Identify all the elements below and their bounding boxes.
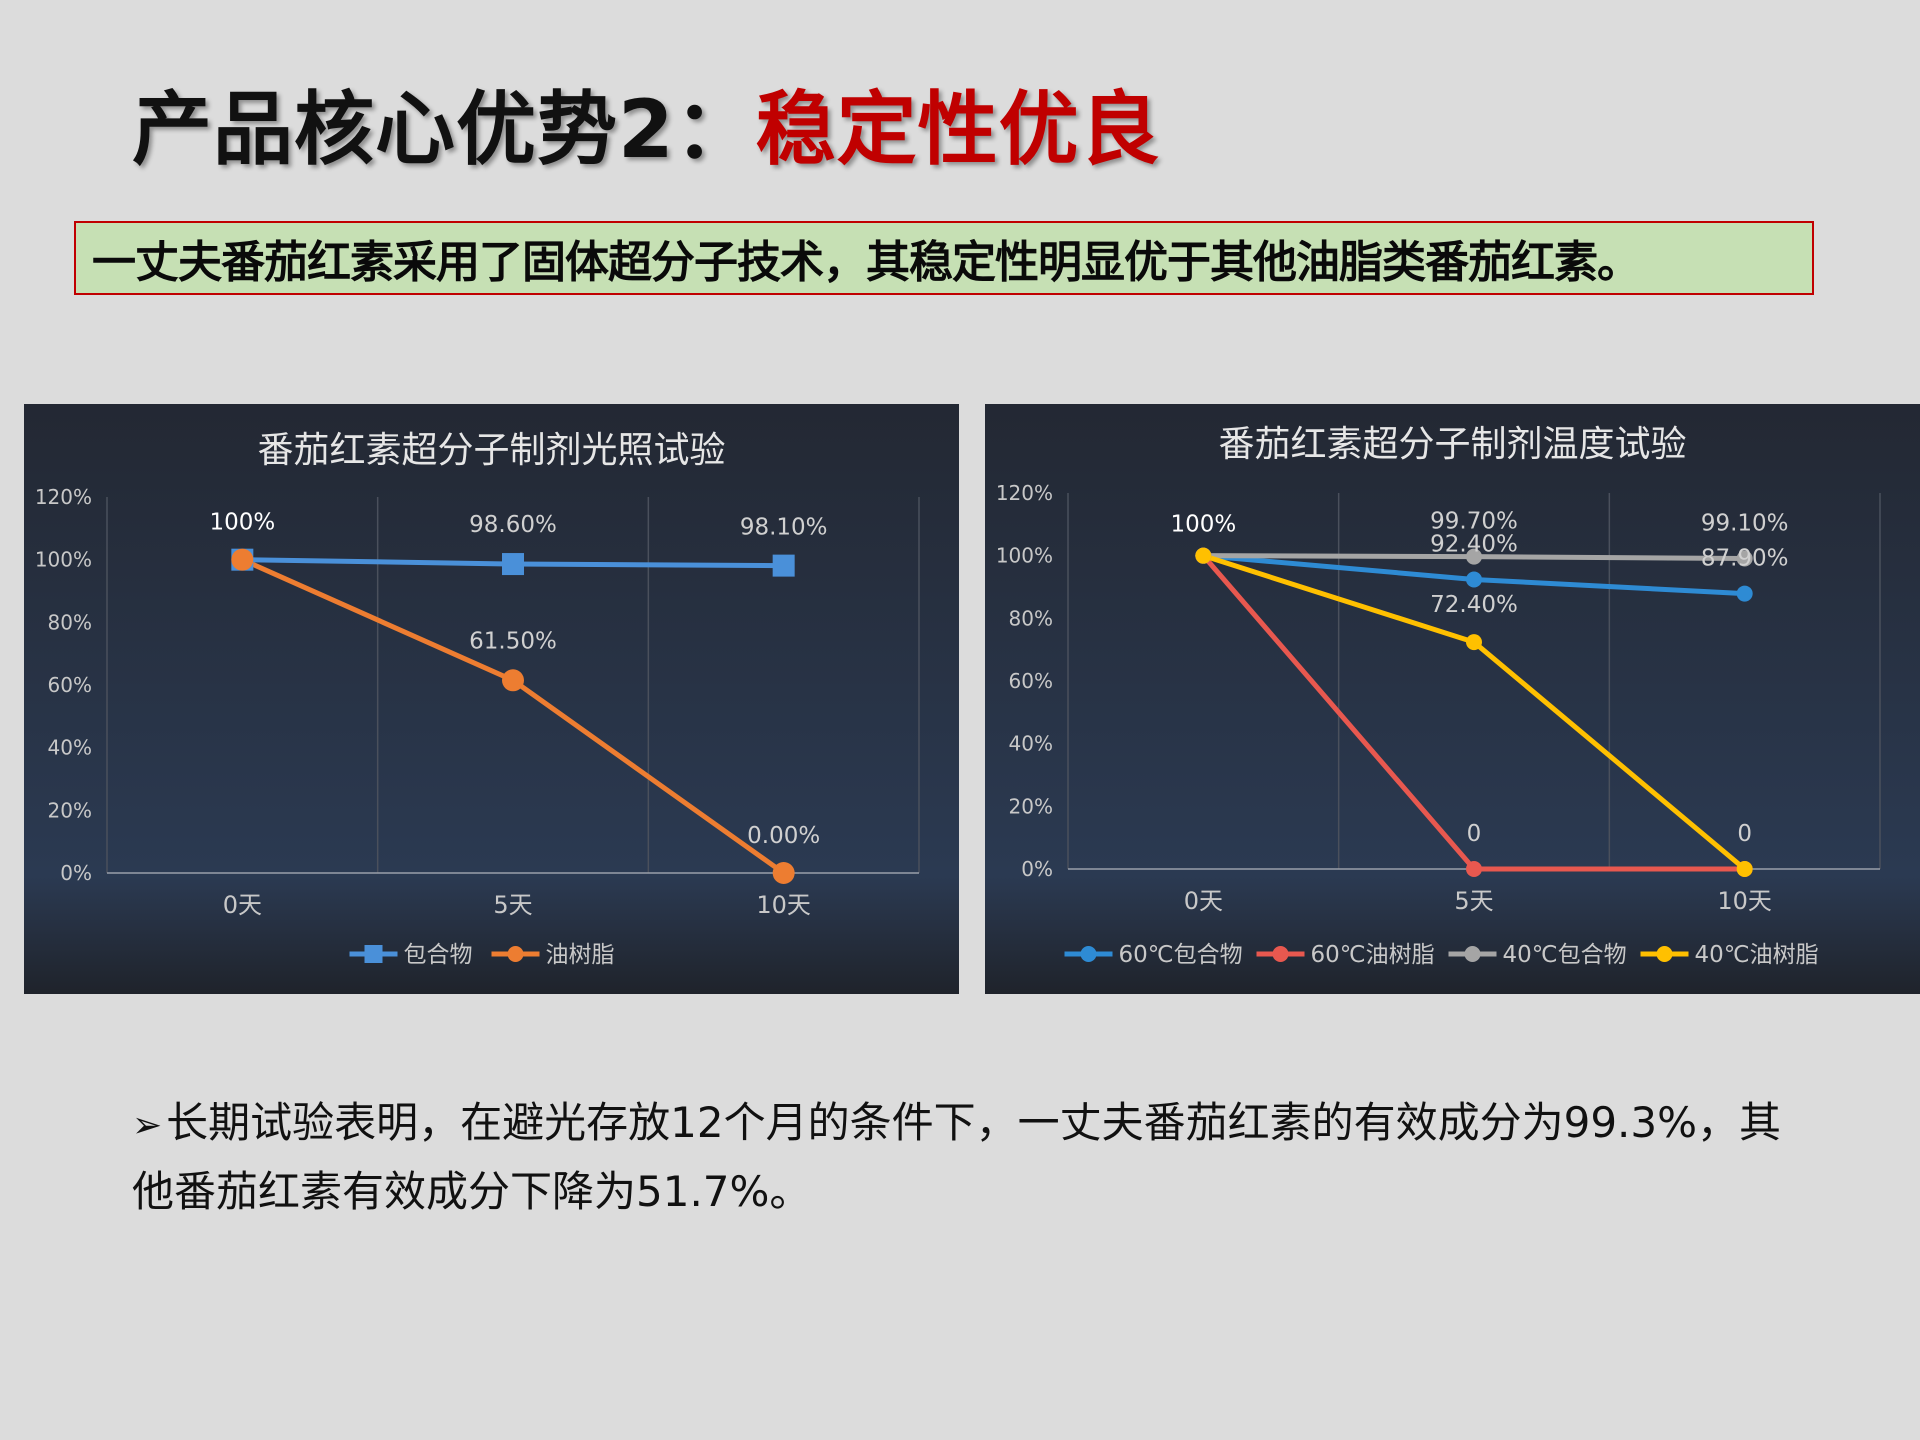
bullet-paragraph: ➢长期试验表明，在避光存放12个月的条件下，一丈夫番茄红素的有效成分为99.3%… bbox=[132, 1090, 1812, 1225]
legend-label: 包合物 bbox=[404, 942, 473, 968]
temperature-test-chart: 番茄红素超分子制剂温度试验 0% 20% 40% 60% 80% 100% 120% 0天 5天 1… bbox=[985, 404, 1920, 994]
chart-svg: 番茄红素超分子制剂光照试验 0% 20% 40% 60% 80% 100% 120% 0天 5天 1… bbox=[24, 404, 959, 994]
data-point bbox=[502, 553, 524, 576]
light-test-chart: 番茄红素超分子制剂光照试验 0% 20% 40% 60% 80% 100% 120% 0天 5天 1… bbox=[24, 404, 959, 994]
bullet-arrow-icon: ➢ bbox=[132, 1105, 163, 1146]
y-tick-label: 20% bbox=[1009, 794, 1053, 818]
chart-background bbox=[24, 404, 959, 994]
chart-legend: 60℃包合物 60℃油树脂 40℃包合物 40℃油树脂 bbox=[1064, 942, 1819, 968]
chart-background bbox=[985, 404, 1920, 994]
data-label: 72.40% bbox=[1430, 592, 1518, 618]
x-tick-label: 5天 bbox=[1454, 887, 1493, 915]
data-label: 100% bbox=[1170, 512, 1236, 538]
legend-label: 40℃油树脂 bbox=[1695, 942, 1819, 968]
y-tick-label: 0% bbox=[1021, 857, 1053, 881]
data-label: 98.60% bbox=[469, 512, 557, 538]
legend-marker bbox=[507, 946, 524, 962]
chart-legend: 包合物 油树脂 bbox=[349, 942, 615, 968]
data-point bbox=[502, 669, 524, 692]
y-tick-label: 20% bbox=[48, 798, 92, 822]
title-prefix: 产品核心优势2： bbox=[132, 83, 756, 176]
data-label: 0 bbox=[1467, 821, 1482, 847]
data-point bbox=[1736, 861, 1753, 877]
legend-label: 油树脂 bbox=[546, 942, 615, 968]
data-point bbox=[1736, 585, 1753, 602]
legend-marker bbox=[1272, 946, 1289, 962]
legend-label: 60℃油树脂 bbox=[1311, 942, 1435, 968]
chart-title: 番茄红素超分子制剂温度试验 bbox=[1218, 424, 1686, 465]
data-point bbox=[1466, 634, 1482, 651]
y-tick-label: 100% bbox=[35, 548, 92, 572]
data-point bbox=[1466, 571, 1482, 588]
x-tick-label: 10天 bbox=[1717, 887, 1772, 915]
data-label: 61.50% bbox=[469, 628, 557, 654]
chart-svg: 番茄红素超分子制剂温度试验 0% 20% 40% 60% 80% 100% 120% 0天 5天 1… bbox=[985, 404, 1920, 994]
data-point bbox=[1466, 548, 1482, 565]
y-tick-label: 60% bbox=[48, 673, 92, 697]
x-tick-label: 5天 bbox=[493, 891, 532, 919]
data-point bbox=[1736, 550, 1753, 567]
legend-marker bbox=[364, 945, 383, 963]
legend-marker bbox=[1464, 946, 1481, 962]
y-tick-label: 80% bbox=[48, 610, 92, 634]
data-label: 99.70% bbox=[1430, 509, 1518, 535]
highlight-box: 一丈夫番茄红素采用了固体超分子技术，其稳定性明显优于其他油脂类番茄红素。 bbox=[74, 221, 1814, 295]
legend-marker bbox=[1656, 946, 1673, 962]
y-tick-label: 80% bbox=[1009, 606, 1053, 630]
y-tick-label: 40% bbox=[48, 736, 92, 760]
y-tick-label: 120% bbox=[35, 485, 92, 509]
data-point bbox=[1195, 547, 1212, 564]
data-label: 0.00% bbox=[747, 823, 820, 849]
data-label: 87.90% bbox=[1701, 546, 1789, 572]
y-tick-label: 0% bbox=[60, 861, 92, 885]
y-tick-label: 40% bbox=[1009, 732, 1053, 756]
bullet-text: 长期试验表明，在避光存放12个月的条件下，一丈夫番茄红素的有效成分为99.3%，… bbox=[132, 1098, 1782, 1216]
data-label: 0 bbox=[1737, 821, 1752, 847]
title-highlight: 稳定性优良 bbox=[755, 83, 1161, 176]
data-point bbox=[231, 548, 254, 571]
x-tick-label: 10天 bbox=[756, 891, 811, 919]
data-label: 99.10% bbox=[1701, 510, 1789, 536]
legend-label: 60℃包合物 bbox=[1119, 942, 1243, 968]
data-label: 100% bbox=[209, 510, 275, 536]
slide-title: 产品核心优势2：稳定性优良 bbox=[132, 80, 1161, 180]
data-point bbox=[1466, 861, 1482, 877]
legend-marker bbox=[1080, 946, 1097, 962]
data-label: 98.10% bbox=[740, 515, 828, 541]
y-tick-label: 100% bbox=[996, 544, 1053, 568]
legend-label: 40℃包合物 bbox=[1503, 942, 1627, 968]
data-point bbox=[772, 554, 795, 577]
data-point bbox=[772, 862, 795, 884]
y-tick-label: 120% bbox=[996, 481, 1053, 505]
highlight-text: 一丈夫番茄红素采用了固体超分子技术，其稳定性明显优于其他油脂类番茄红素。 bbox=[92, 237, 1641, 288]
x-tick-label: 0天 bbox=[223, 891, 262, 919]
y-tick-label: 60% bbox=[1009, 669, 1053, 693]
chart-title: 番茄红素超分子制剂光照试验 bbox=[257, 430, 725, 471]
data-label: 92.40% bbox=[1430, 531, 1518, 557]
x-tick-label: 0天 bbox=[1184, 887, 1223, 915]
